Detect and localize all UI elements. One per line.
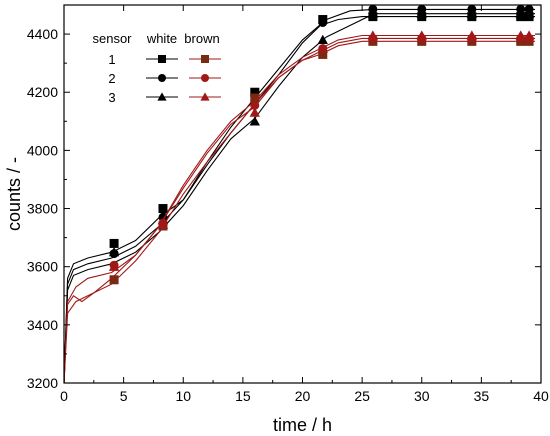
x-axis-label: time / h [273,415,332,435]
data-point-brown-3-8 [523,30,535,40]
x-tick-label: 10 [175,388,191,404]
legend-row-label-3: 3 [108,90,115,105]
data-point-brown-1-0 [109,275,119,285]
data-point-white-3-7 [515,8,526,18]
data-point-brown-3-0 [108,261,120,271]
y-axis-label: counts / - [4,157,24,231]
series-white-sensor-1 [64,12,535,383]
data-point-brown-3-6 [466,30,478,40]
y-tick-label: 3200 [27,375,58,391]
x-tick-label: 30 [414,388,430,404]
series-brown-sensor-1 [64,36,535,383]
series-line-white-1 [64,16,535,383]
legend-header-brown: brown [184,31,219,46]
legend-marker-white-1 [158,55,166,63]
legend-marker-brown-2 [201,74,209,82]
legend-marker-white-2 [158,74,166,82]
legend-header-sensor: sensor [92,31,132,46]
legend: sensor white brown 1 2 3 [92,31,221,105]
data-point-white-3-3 [317,34,328,45]
data-point-brown-3-5 [416,30,427,40]
y-tick-label: 4200 [27,84,58,100]
data-point-white-3-6 [466,8,478,18]
y-tick-label: 3600 [27,259,58,275]
data-point-white-3-0 [108,246,120,257]
legend-header-white: white [146,31,177,46]
data-point-brown-1-2 [250,93,260,103]
data-point-white-1-1 [158,204,168,214]
series-brown-sensor-2 [64,33,535,383]
data-point-white-3-8 [523,8,535,18]
y-tick-label: 3400 [27,317,58,333]
data-point-brown-3-1 [157,219,169,229]
data-point-white-3-4 [367,8,379,18]
series-line-brown-3 [64,34,535,383]
data-point-brown-1-3 [318,49,328,59]
y-tick-label: 4000 [27,142,58,158]
x-tick-label: 35 [474,388,490,404]
legend-row-label-2: 2 [108,71,115,86]
series-line-white-2 [64,8,535,383]
x-tick-label: 0 [60,388,68,404]
x-tick-label: 5 [120,388,128,404]
plot-layer [64,5,535,383]
axes: 0 5 10 15 20 25 30 35 40 3200 3400 3600 3800 4000 4200… [4,4,549,435]
legend-marker-white-3 [157,92,167,101]
data-point-brown-3-2 [249,107,260,117]
data-point-brown-3-7 [515,30,526,40]
x-tick-label: 20 [295,388,311,404]
y-tick-label: 3800 [27,201,58,217]
data-point-brown-3-4 [367,30,379,40]
legend-row-label-1: 1 [108,52,115,67]
plot-frame [63,4,542,384]
series-brown-sensor-3 [64,30,535,383]
series-line-white-3 [64,13,535,383]
legend-marker-brown-1 [201,55,209,63]
series-line-brown-1 [64,40,535,383]
data-point-white-3-2 [249,116,260,126]
x-tick-label: 25 [354,388,370,404]
legend-marker-brown-3 [200,92,210,101]
y-tick-label: 4400 [27,26,58,42]
data-point-white-2-3 [318,17,328,27]
data-point-white-1-0 [109,238,119,248]
series-white-sensor-3 [64,8,535,383]
x-tick-label: 15 [235,388,251,404]
series-line-brown-2 [64,37,535,383]
data-point-white-3-5 [416,8,427,18]
x-tick-label: 40 [533,388,549,404]
data-point-brown-3-3 [317,43,328,53]
